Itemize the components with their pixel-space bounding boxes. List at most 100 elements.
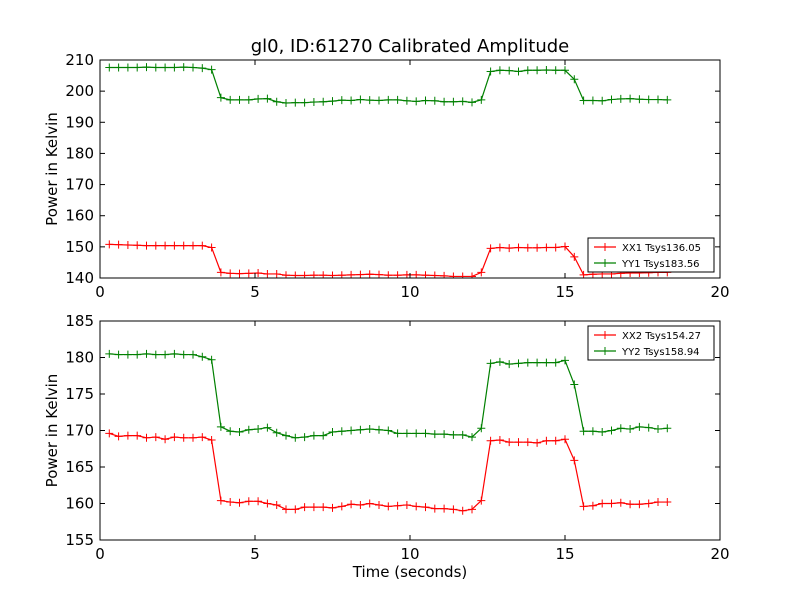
data-point: [133, 350, 142, 359]
data-point: [216, 496, 225, 505]
data-point: [142, 241, 151, 250]
data-point: [570, 456, 579, 465]
data-point: [282, 98, 290, 107]
x-tick-label: 0: [95, 283, 105, 301]
data-point: [291, 271, 300, 278]
data-point: [570, 75, 579, 84]
data-point: [533, 66, 542, 75]
data-point: [654, 95, 662, 104]
data-point: [179, 350, 188, 359]
x-tick-label: 15: [555, 545, 574, 563]
series-line-yy2: [109, 353, 668, 439]
data-point: [449, 97, 458, 106]
data-point: [486, 359, 495, 368]
legend-marker: [601, 259, 609, 267]
data-point: [449, 430, 458, 439]
legend-marker: [601, 243, 609, 251]
data-point: [254, 94, 263, 103]
data-point: [309, 431, 318, 440]
series-group: [105, 63, 672, 278]
data-point: [207, 243, 216, 252]
data-point: [179, 241, 188, 250]
data-point: [244, 95, 253, 104]
data-point: [561, 66, 569, 75]
data-point: [551, 243, 560, 252]
data-point: [412, 429, 421, 438]
data-point: [328, 271, 337, 278]
data-point: [598, 96, 607, 105]
x-tick-label: 20: [710, 283, 729, 301]
data-point: [365, 499, 374, 508]
y-tick-label: 140: [65, 269, 94, 287]
data-point: [216, 422, 225, 431]
data-point: [151, 433, 160, 442]
data-point: [402, 96, 411, 105]
data-point: [347, 96, 356, 105]
data-point: [393, 95, 402, 104]
data-point: [412, 502, 421, 511]
data-point: [291, 505, 300, 514]
data-point: [123, 431, 132, 440]
series-line-xx2: [109, 432, 668, 512]
data-point: [430, 96, 439, 105]
data-point: [495, 357, 504, 366]
data-point: [486, 244, 495, 253]
data-point: [319, 503, 328, 512]
data-point: [337, 427, 346, 436]
data-point: [570, 380, 579, 389]
data-point: [282, 431, 290, 440]
data-point: [533, 438, 542, 447]
legend-entry: XX1 Tsys136.05: [622, 243, 701, 254]
data-point: [598, 499, 607, 508]
data-point: [384, 502, 393, 511]
y-axis-label: Power in Kelvin: [43, 112, 61, 226]
data-point: [291, 433, 300, 442]
data-point: [477, 496, 486, 505]
data-point: [263, 423, 272, 432]
legend-marker: [601, 347, 609, 355]
y-tick-label: 200: [65, 82, 94, 100]
data-point: [626, 425, 635, 434]
data-point: [663, 498, 672, 507]
data-point: [272, 97, 281, 106]
data-point: [486, 67, 495, 76]
data-point: [226, 269, 235, 278]
data-point: [189, 350, 197, 359]
data-point: [161, 63, 170, 72]
data-point: [151, 350, 160, 359]
data-point: [226, 95, 235, 104]
data-point: [263, 269, 272, 278]
data-point: [588, 501, 597, 510]
data-point: [458, 506, 467, 515]
y-tick-label: 170: [65, 176, 94, 194]
data-point: [477, 424, 486, 433]
data-point: [207, 65, 216, 74]
data-point: [607, 499, 616, 508]
x-tick-label: 10: [400, 283, 419, 301]
data-point: [235, 95, 244, 104]
data-point: [198, 64, 207, 73]
x-tick-label: 10: [400, 545, 419, 563]
data-point: [644, 423, 653, 432]
data-point: [626, 94, 635, 103]
data-point: [468, 272, 476, 278]
data-point: [440, 271, 449, 278]
data-point: [579, 96, 588, 105]
data-point: [114, 63, 123, 72]
data-point: [244, 425, 253, 434]
data-point: [309, 503, 318, 512]
data-point: [291, 98, 300, 107]
y-tick-label: 160: [65, 207, 94, 225]
data-point: [365, 425, 374, 434]
data-point: [170, 349, 179, 358]
data-point: [477, 268, 486, 277]
y-tick-label: 190: [65, 113, 94, 131]
data-point: [393, 501, 402, 510]
data-point: [226, 427, 235, 436]
data-point: [244, 497, 253, 506]
x-axis-label: Time (seconds): [352, 563, 468, 581]
data-point: [561, 242, 569, 251]
data-point: [495, 435, 504, 444]
data-point: [207, 435, 216, 444]
data-point: [579, 502, 588, 511]
